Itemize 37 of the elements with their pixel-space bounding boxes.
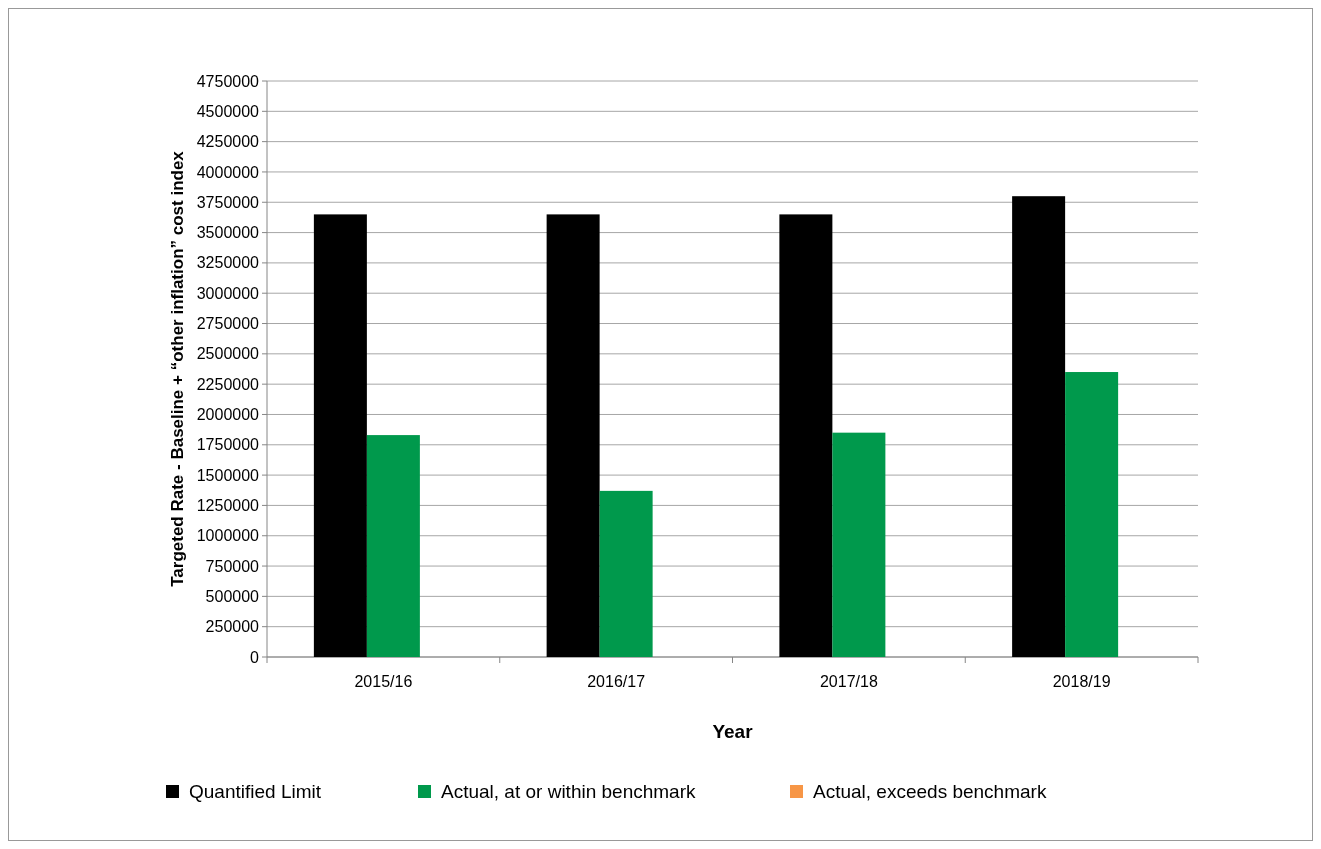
y-tick-label: 3250000 [196, 254, 260, 272]
y-tick-label: 4250000 [196, 133, 260, 151]
x-tick-label: 2016/17 [587, 673, 646, 690]
bar [1012, 196, 1066, 657]
y-tick-label: 250000 [205, 618, 260, 636]
bar [546, 214, 600, 657]
bar [1065, 372, 1119, 657]
y-tick-label: 4500000 [196, 102, 260, 120]
x-axis-title: Year [712, 721, 754, 742]
y-tick-label: 3750000 [196, 193, 260, 211]
bar [832, 432, 886, 657]
y-tick-label: 0 [250, 648, 260, 666]
bar [599, 490, 653, 657]
y-tick-label: 500000 [205, 587, 260, 605]
legend-label: Actual, exceeds benchmark [813, 781, 1047, 802]
y-tick-label: 3500000 [196, 224, 260, 242]
y-tick-label: 2000000 [196, 406, 260, 424]
y-tick-label: 1750000 [196, 436, 260, 454]
bar [779, 214, 833, 657]
y-tick-label: 3000000 [196, 284, 260, 302]
bar [313, 214, 367, 657]
y-tick-label: 1000000 [196, 527, 260, 545]
y-tick-label: 1500000 [196, 466, 260, 484]
x-tick-label: 2015/16 [354, 673, 413, 690]
y-axis-title: Targeted Rate - Baseline + “other inflation” cost index [168, 150, 187, 587]
y-tick-label: 4750000 [196, 72, 260, 90]
y-tick-label: 2750000 [196, 315, 260, 333]
y-tick-label: 750000 [205, 557, 260, 575]
y-tick-label: 1250000 [196, 497, 260, 515]
x-tick-label: 2018/19 [1052, 673, 1111, 690]
y-tick-label: 2250000 [196, 375, 260, 393]
legend-label: Quantified Limit [189, 781, 322, 802]
x-tick-label: 2017/18 [819, 673, 878, 690]
y-tick-label: 2500000 [196, 345, 260, 363]
y-tick-label: 4000000 [196, 163, 260, 181]
bar [366, 435, 420, 657]
legend-label: Actual, at or within benchmark [441, 781, 697, 802]
